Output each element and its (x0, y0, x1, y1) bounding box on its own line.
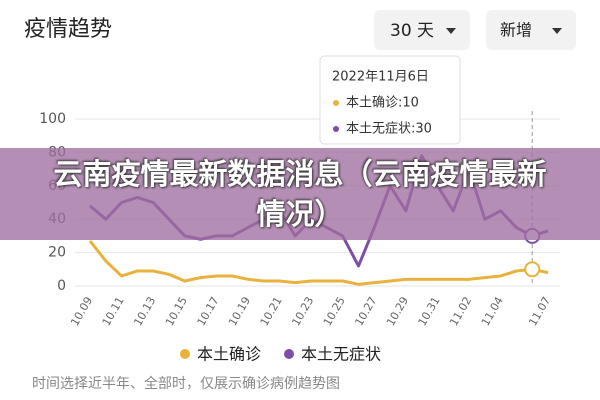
legend-marker (180, 349, 190, 359)
x-tick-label: 11.07 (526, 295, 553, 329)
x-tick-label: 10.31 (416, 295, 443, 329)
x-tick-label: 10.19 (226, 295, 253, 329)
x-tick-label: 10.11 (100, 295, 127, 329)
legend-label: 本土确诊 (197, 345, 261, 364)
dropdown-arrow (552, 28, 562, 34)
y-tick-label: 0 (57, 278, 66, 294)
legend-marker (284, 349, 295, 359)
banner-text: 云南疫情最新数据消息（云南疫情最新情况） (53, 157, 547, 231)
x-tick-label: 10.13 (131, 295, 158, 329)
highlight-point (524, 261, 541, 278)
x-tick-label: 10.09 (68, 295, 95, 329)
x-tick-label: 10.17 (195, 295, 222, 329)
x-tick-label: 10.23 (289, 295, 316, 329)
x-tick-label: 10.25 (321, 295, 348, 329)
range-dropdown[interactable] (374, 10, 470, 50)
x-tick-label: 10.29 (384, 295, 411, 329)
tooltip-dot (333, 126, 339, 132)
tooltip-date: 2022年11月6日 (332, 70, 429, 85)
y-tick-label: 20 (48, 245, 66, 261)
tooltip (319, 55, 461, 145)
x-tick-label: 10.27 (352, 295, 379, 329)
x-tick-label: 11.04 (479, 295, 506, 329)
footnote: 时间选择近半年、全部时，仅展示确诊病例趋势图 (32, 375, 340, 392)
legend-label: 本土无症状 (301, 345, 381, 364)
metric-label: 新增 (500, 21, 532, 40)
x-tick-label: 11.02 (447, 295, 474, 329)
tooltip-line: 本土无症状:30 (346, 122, 432, 137)
metric-dropdown[interactable] (486, 10, 576, 50)
page-title: 疫情趋势 (24, 17, 112, 42)
banner: 云南疫情最新数据消息（云南疫情最新情况） (0, 148, 600, 240)
range-label: 30 天 (390, 21, 434, 41)
series-line (88, 239, 549, 286)
tooltip-line: 本土确诊:10 (346, 96, 419, 111)
x-tick-label: 10.15 (163, 295, 190, 329)
tooltip-dot (333, 100, 339, 106)
x-tick-label: 10.21 (258, 295, 285, 329)
y-tick-label: 100 (39, 111, 66, 127)
dropdown-arrow (446, 28, 456, 34)
